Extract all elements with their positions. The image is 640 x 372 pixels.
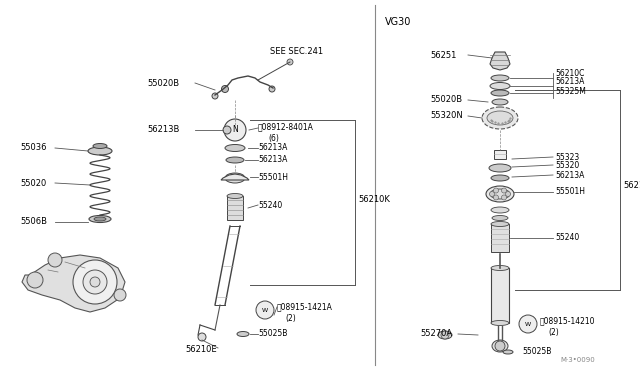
Text: 5506B: 5506B bbox=[20, 218, 47, 227]
Ellipse shape bbox=[491, 75, 509, 81]
Text: 55501H: 55501H bbox=[555, 187, 585, 196]
Ellipse shape bbox=[491, 221, 509, 227]
Circle shape bbox=[490, 192, 495, 196]
Circle shape bbox=[48, 253, 62, 267]
Text: 56213B: 56213B bbox=[147, 125, 179, 135]
Text: 56210C: 56210C bbox=[555, 68, 584, 77]
Circle shape bbox=[256, 301, 274, 319]
Text: 55025B: 55025B bbox=[258, 330, 287, 339]
Text: SEE SEC.241: SEE SEC.241 bbox=[270, 48, 323, 57]
Polygon shape bbox=[22, 255, 125, 312]
Circle shape bbox=[114, 289, 126, 301]
Bar bbox=[227, 196, 243, 220]
Ellipse shape bbox=[89, 215, 111, 222]
Polygon shape bbox=[221, 174, 249, 180]
Circle shape bbox=[90, 277, 100, 287]
Text: (6): (6) bbox=[268, 134, 279, 142]
Text: 56210K: 56210K bbox=[358, 196, 390, 205]
Text: 55240: 55240 bbox=[555, 234, 579, 243]
Ellipse shape bbox=[486, 186, 514, 202]
Circle shape bbox=[493, 188, 499, 193]
Ellipse shape bbox=[225, 144, 245, 151]
Ellipse shape bbox=[491, 266, 509, 270]
Ellipse shape bbox=[93, 144, 107, 148]
Text: 56210E: 56210E bbox=[185, 346, 216, 355]
Ellipse shape bbox=[492, 340, 508, 352]
Text: 55270A: 55270A bbox=[420, 330, 452, 339]
Ellipse shape bbox=[482, 107, 518, 129]
Text: ⓜ08915-1421A: ⓜ08915-1421A bbox=[277, 302, 333, 311]
Text: ⓝ08912-8401A: ⓝ08912-8401A bbox=[258, 122, 314, 131]
Circle shape bbox=[506, 192, 511, 196]
Circle shape bbox=[519, 315, 537, 333]
Ellipse shape bbox=[490, 83, 510, 90]
Ellipse shape bbox=[492, 215, 508, 221]
Circle shape bbox=[27, 272, 43, 288]
Text: 56210K: 56210K bbox=[623, 180, 640, 189]
Bar bbox=[491, 268, 509, 323]
Ellipse shape bbox=[491, 175, 509, 181]
Ellipse shape bbox=[226, 157, 244, 163]
Text: N: N bbox=[232, 125, 238, 135]
Ellipse shape bbox=[237, 331, 249, 337]
Text: 55020B: 55020B bbox=[430, 96, 462, 105]
Text: 55020: 55020 bbox=[20, 179, 46, 187]
Text: W: W bbox=[262, 308, 268, 312]
Text: 55320: 55320 bbox=[555, 160, 579, 170]
Ellipse shape bbox=[503, 350, 513, 354]
Circle shape bbox=[502, 188, 506, 193]
Text: 55020B: 55020B bbox=[147, 78, 179, 87]
Ellipse shape bbox=[491, 90, 509, 96]
Polygon shape bbox=[490, 52, 510, 70]
Text: VG30: VG30 bbox=[385, 17, 412, 27]
Text: ⓜ08915-14210: ⓜ08915-14210 bbox=[540, 317, 595, 326]
Text: W: W bbox=[525, 321, 531, 327]
Ellipse shape bbox=[491, 207, 509, 213]
Bar bbox=[494, 150, 506, 159]
Text: 55240: 55240 bbox=[258, 201, 282, 209]
Ellipse shape bbox=[491, 321, 509, 326]
Circle shape bbox=[198, 333, 206, 341]
Text: 55036: 55036 bbox=[20, 144, 47, 153]
Bar bbox=[491, 224, 509, 252]
Text: 56251: 56251 bbox=[430, 51, 456, 60]
Text: (2): (2) bbox=[548, 328, 559, 337]
Text: 56213A: 56213A bbox=[258, 144, 287, 153]
Circle shape bbox=[221, 86, 228, 93]
Ellipse shape bbox=[489, 164, 511, 172]
Ellipse shape bbox=[223, 126, 231, 134]
Text: 55501H: 55501H bbox=[258, 173, 288, 182]
Circle shape bbox=[441, 331, 449, 339]
Circle shape bbox=[502, 195, 506, 200]
Ellipse shape bbox=[227, 193, 243, 199]
Circle shape bbox=[269, 86, 275, 92]
Circle shape bbox=[493, 195, 499, 200]
Text: 55325M: 55325M bbox=[555, 87, 586, 96]
Ellipse shape bbox=[225, 173, 245, 183]
Text: 55320N: 55320N bbox=[430, 112, 463, 121]
Circle shape bbox=[83, 270, 107, 294]
Ellipse shape bbox=[492, 99, 508, 105]
Text: (2): (2) bbox=[285, 314, 296, 323]
Circle shape bbox=[73, 260, 117, 304]
Circle shape bbox=[287, 59, 293, 65]
Ellipse shape bbox=[487, 111, 513, 125]
Ellipse shape bbox=[490, 189, 510, 199]
Text: Μ·3•0090: Μ·3•0090 bbox=[560, 357, 595, 363]
Text: 55025B: 55025B bbox=[522, 347, 552, 356]
Circle shape bbox=[495, 341, 505, 351]
Text: 56213A: 56213A bbox=[555, 77, 584, 87]
Text: 55323: 55323 bbox=[555, 153, 579, 161]
Ellipse shape bbox=[94, 217, 106, 221]
Ellipse shape bbox=[438, 331, 452, 339]
Text: 56213A: 56213A bbox=[555, 170, 584, 180]
Circle shape bbox=[224, 119, 246, 141]
Ellipse shape bbox=[88, 147, 112, 155]
Circle shape bbox=[212, 93, 218, 99]
Text: 56213A: 56213A bbox=[258, 155, 287, 164]
